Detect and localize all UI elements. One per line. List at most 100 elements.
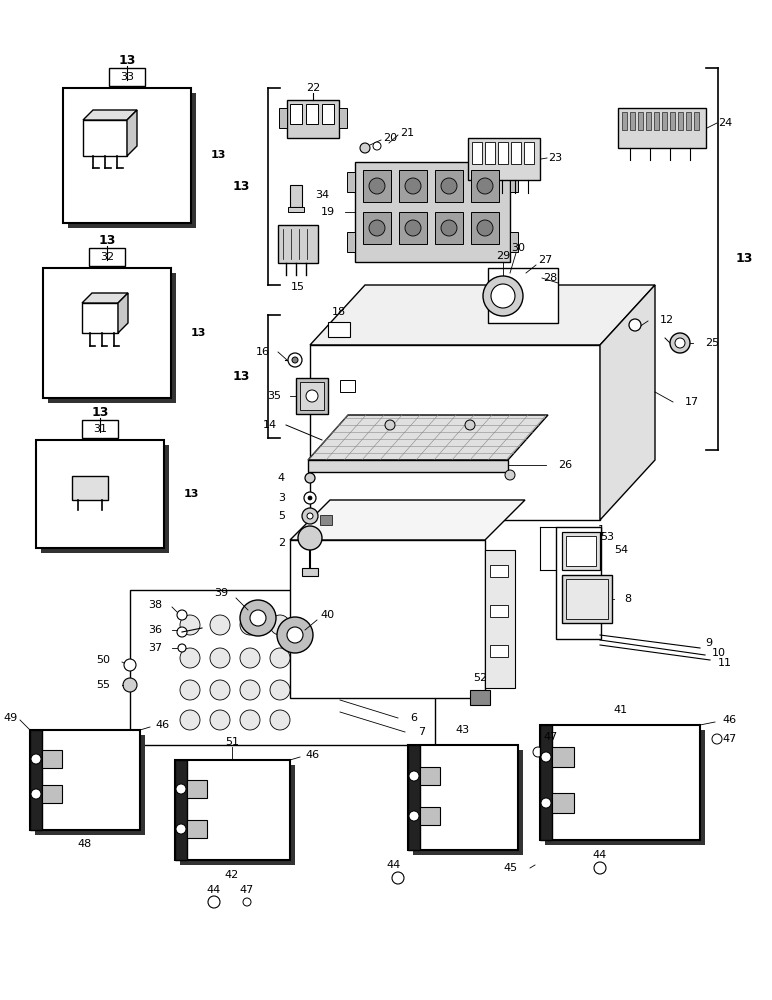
Circle shape bbox=[240, 615, 260, 635]
Bar bbox=[82, 420, 118, 438]
Text: 21: 21 bbox=[400, 128, 414, 138]
Bar bbox=[288, 207, 304, 212]
Text: 53: 53 bbox=[600, 532, 614, 542]
Text: 13: 13 bbox=[211, 150, 226, 160]
Text: 20: 20 bbox=[383, 133, 397, 143]
Bar bbox=[562, 575, 612, 623]
Text: 47: 47 bbox=[543, 732, 557, 742]
Bar bbox=[320, 515, 332, 525]
Bar bbox=[363, 170, 391, 202]
Bar bbox=[43, 268, 171, 398]
Circle shape bbox=[307, 513, 313, 519]
Bar bbox=[490, 605, 508, 617]
Text: 19: 19 bbox=[321, 207, 335, 217]
Bar bbox=[42, 750, 62, 768]
Text: 12: 12 bbox=[660, 315, 674, 325]
Circle shape bbox=[670, 333, 690, 353]
Text: 35: 35 bbox=[267, 391, 281, 401]
Bar bbox=[328, 322, 350, 337]
Text: 37: 37 bbox=[148, 643, 162, 653]
Text: 32: 32 bbox=[100, 252, 114, 262]
Circle shape bbox=[270, 648, 290, 668]
Circle shape bbox=[176, 784, 186, 794]
Circle shape bbox=[178, 644, 186, 652]
Bar bbox=[435, 212, 463, 244]
Bar bbox=[30, 730, 42, 830]
Circle shape bbox=[441, 178, 457, 194]
Bar bbox=[540, 725, 700, 840]
Text: 28: 28 bbox=[543, 273, 557, 283]
Bar bbox=[72, 476, 108, 500]
Circle shape bbox=[240, 600, 276, 636]
Circle shape bbox=[441, 220, 457, 236]
Polygon shape bbox=[83, 120, 127, 156]
Text: 34: 34 bbox=[315, 190, 329, 200]
Circle shape bbox=[465, 420, 475, 430]
Bar bbox=[340, 380, 355, 392]
Bar bbox=[670, 112, 675, 130]
Circle shape bbox=[505, 470, 515, 480]
Text: 13: 13 bbox=[98, 233, 116, 246]
Text: 24: 24 bbox=[718, 118, 733, 128]
Text: 51: 51 bbox=[225, 737, 239, 747]
Bar bbox=[109, 68, 145, 86]
Text: 38: 38 bbox=[148, 600, 162, 610]
Circle shape bbox=[243, 898, 251, 906]
Circle shape bbox=[409, 771, 419, 781]
Bar bbox=[306, 104, 318, 124]
Circle shape bbox=[541, 752, 551, 762]
Text: 46: 46 bbox=[722, 715, 736, 725]
Circle shape bbox=[180, 710, 200, 730]
Text: 47: 47 bbox=[722, 734, 736, 744]
Polygon shape bbox=[118, 293, 128, 333]
Text: 30: 30 bbox=[511, 243, 525, 253]
Bar bbox=[524, 142, 534, 164]
Text: 23: 23 bbox=[548, 153, 562, 163]
Bar bbox=[63, 88, 191, 223]
Text: 2: 2 bbox=[278, 538, 285, 548]
Bar bbox=[510, 172, 518, 192]
Bar bbox=[42, 785, 62, 803]
Polygon shape bbox=[308, 415, 548, 460]
Bar bbox=[662, 112, 667, 130]
Bar bbox=[322, 104, 334, 124]
Text: 14: 14 bbox=[263, 420, 277, 430]
Circle shape bbox=[240, 680, 260, 700]
Polygon shape bbox=[310, 285, 655, 345]
Circle shape bbox=[477, 178, 493, 194]
Text: 18: 18 bbox=[332, 307, 346, 317]
Text: 6: 6 bbox=[410, 713, 417, 723]
Circle shape bbox=[180, 680, 200, 700]
Bar bbox=[290, 540, 485, 698]
Bar bbox=[175, 760, 290, 860]
Text: 41: 41 bbox=[613, 705, 627, 715]
Text: 13: 13 bbox=[191, 328, 206, 338]
Circle shape bbox=[477, 220, 493, 236]
Polygon shape bbox=[290, 500, 525, 540]
Bar bbox=[413, 750, 523, 855]
Text: 13: 13 bbox=[232, 369, 250, 382]
Circle shape bbox=[240, 710, 260, 730]
Bar bbox=[363, 212, 391, 244]
Circle shape bbox=[288, 353, 302, 367]
Circle shape bbox=[594, 862, 606, 874]
Bar bbox=[511, 142, 521, 164]
Circle shape bbox=[210, 680, 230, 700]
Bar bbox=[30, 730, 140, 830]
Text: 26: 26 bbox=[558, 460, 572, 470]
Text: 47: 47 bbox=[240, 885, 254, 895]
Bar bbox=[180, 765, 295, 865]
Circle shape bbox=[240, 648, 260, 668]
Bar bbox=[89, 248, 125, 266]
Bar bbox=[36, 440, 164, 548]
Circle shape bbox=[392, 872, 404, 884]
Text: 5: 5 bbox=[278, 511, 285, 521]
Circle shape bbox=[177, 610, 187, 620]
Circle shape bbox=[270, 615, 290, 635]
Circle shape bbox=[304, 492, 316, 504]
Bar bbox=[470, 690, 490, 705]
Bar bbox=[510, 232, 518, 252]
Bar bbox=[472, 142, 482, 164]
Bar bbox=[347, 232, 355, 252]
Bar bbox=[41, 445, 169, 553]
